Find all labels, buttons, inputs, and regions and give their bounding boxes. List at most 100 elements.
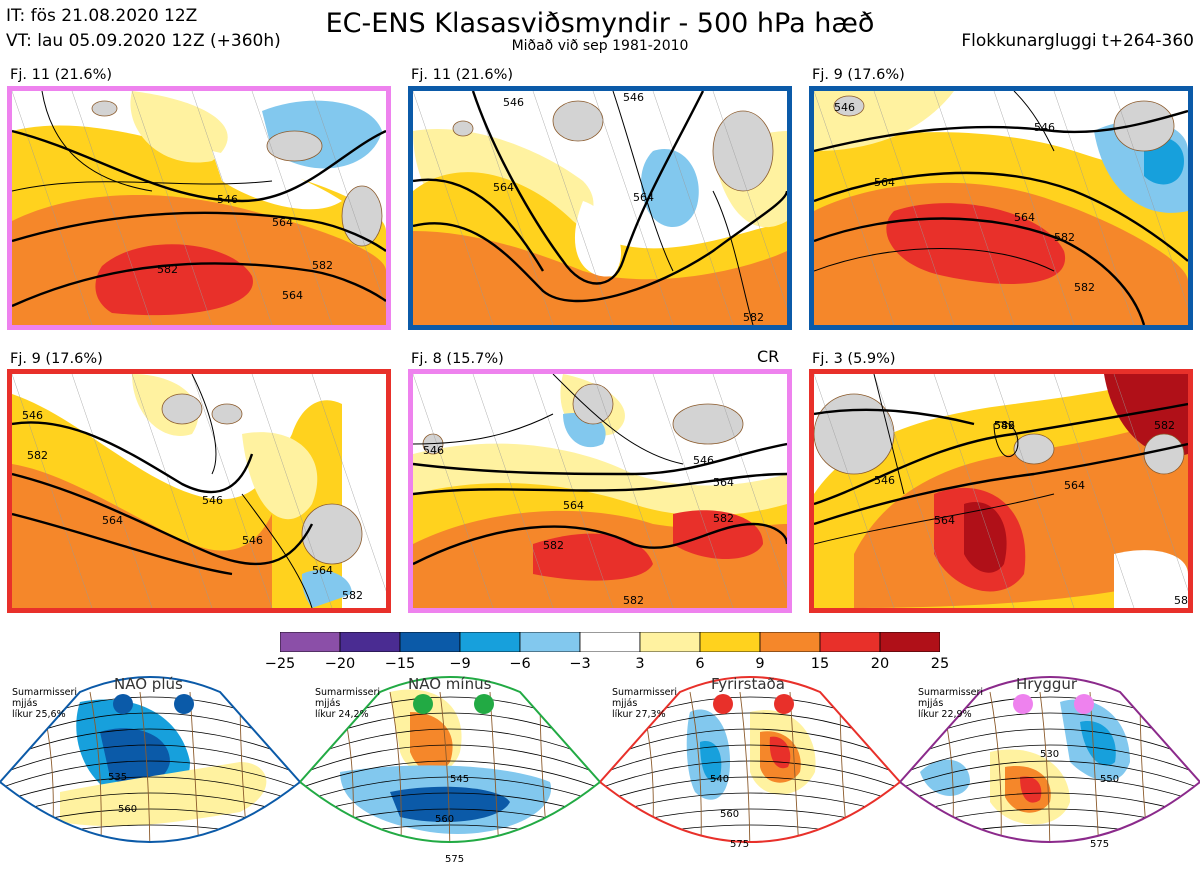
contour-label: 582 (157, 263, 178, 276)
regime-marker-left (413, 694, 433, 714)
regime-contour (300, 760, 600, 789)
contour-label: 582 (27, 449, 48, 462)
panel-4-label: Fj. 9 (17.6%) (10, 351, 103, 367)
graticule-line (652, 91, 734, 325)
height-contour (712, 190, 754, 325)
landmass (833, 95, 865, 117)
colorbar-segment (819, 632, 881, 652)
regime-3-info: Sumarmisseri mjjás líkur 27,3% (612, 687, 678, 720)
landmass (1013, 433, 1055, 465)
landmass (572, 383, 614, 425)
colorbar-tick-label: 25 (930, 656, 950, 672)
regime-contour (0, 760, 300, 789)
height-contour (814, 109, 1188, 153)
height-contour (12, 472, 314, 566)
landmass (211, 403, 243, 425)
height-contour (413, 413, 554, 445)
graticule-line (472, 374, 554, 608)
colorbar-tick-label: 20 (870, 656, 890, 672)
anomaly-shading (130, 91, 228, 163)
contour-label: 564 (1014, 211, 1035, 224)
graticule-line (1053, 374, 1135, 608)
contour-label: 564 (282, 289, 303, 302)
colorbar-tick-label: −9 (449, 656, 471, 672)
contour-label: 546 (693, 454, 714, 467)
height-contour (413, 178, 545, 272)
page-subtitle: Miðað við sep 1981-2010 (511, 38, 689, 54)
regime-ridge: 530 550 575 (900, 672, 1200, 871)
colorbar-segment (399, 632, 461, 652)
classification-window: Flokkunargluggi t+264-360 (961, 31, 1194, 51)
height-contour (814, 402, 1188, 506)
regime-contour-label: 545 (450, 774, 469, 785)
regime-contour-label: 530 (1040, 749, 1059, 760)
landmass (672, 403, 744, 445)
contour-label: 564 (272, 216, 293, 229)
height-contour (241, 493, 313, 608)
regime-contour-label: 560 (720, 809, 739, 820)
anomaly-shading (12, 464, 272, 608)
graticule-line (311, 374, 386, 592)
regime-contour (300, 744, 600, 775)
regime-blocking: 540 560 575 (600, 672, 900, 871)
contour-label: 582 (543, 539, 564, 552)
panel-5-label: Fj. 8 (15.7%) (411, 351, 504, 367)
anomaly-shading (1114, 550, 1188, 608)
colorbar-segment (280, 632, 341, 652)
regime-contour-label: 575 (445, 854, 464, 865)
landmass (91, 100, 118, 117)
graticule-line (191, 374, 273, 608)
graticule-line (712, 91, 787, 309)
height-contour (1013, 91, 1055, 152)
colorbar-tick-label: −20 (324, 656, 356, 672)
regime-contour (900, 792, 1200, 817)
height-contour (873, 374, 905, 495)
regime-marker-left (113, 694, 133, 714)
contour-label: 582 (713, 512, 734, 525)
regime-canvas: 540 560 575 (600, 676, 900, 850)
graticule-line (814, 91, 895, 325)
regime-contour (300, 792, 600, 817)
height-contour (814, 408, 975, 426)
contour-label: 546 (423, 444, 444, 457)
map-canvas: 546 546 564 564 582 582 582 (814, 374, 1188, 608)
landmass (341, 185, 383, 247)
height-contour (41, 91, 153, 192)
contour-label: 564 (633, 191, 654, 204)
colorbar-segment (699, 632, 761, 652)
anomaly-shading (212, 151, 342, 210)
landmass (552, 100, 604, 142)
colorbar (280, 632, 940, 652)
anomaly-shading (574, 201, 622, 277)
height-contour (12, 262, 386, 308)
contour-label: 546 (503, 96, 524, 109)
regime-canvas: 545 560 575 (300, 676, 600, 865)
colorbar-tick-label: −3 (569, 656, 591, 672)
graticule-line (712, 374, 787, 592)
graticule-line (131, 374, 213, 608)
cluster-map-5: 546 546 564 564 582 582 582 (408, 369, 792, 613)
regime-1-name: NAO plús (114, 675, 183, 693)
regime-3-name: Fyrirstaða (711, 675, 785, 693)
contour-label: 582 (994, 419, 1015, 432)
regime-contour (0, 744, 300, 775)
graticule-line (191, 91, 273, 325)
regime-contour (600, 760, 900, 789)
panel-2-label: Fj. 11 (21.6%) (411, 67, 514, 83)
regime-coastline (389, 691, 402, 842)
regime-coastline (689, 691, 702, 842)
landmass (301, 503, 363, 565)
regime-marker-right (174, 694, 194, 714)
landmass (266, 130, 323, 162)
graticule-line (251, 374, 333, 608)
height-contour (814, 442, 1188, 526)
regime-coastline (89, 691, 102, 842)
height-contour (471, 91, 705, 285)
contour-label: 582 (1054, 231, 1075, 244)
cluster-map-6: 546 546 564 564 582 582 582 (809, 369, 1193, 613)
map-canvas: 546 546 546 564 564 582 582 (12, 374, 386, 608)
regime-anomaly (410, 712, 453, 773)
graticule-line (413, 91, 494, 325)
colorbar-tick-label: 15 (810, 656, 830, 672)
cluster-map-3: 546 546 564 564 582 582 (809, 86, 1193, 330)
